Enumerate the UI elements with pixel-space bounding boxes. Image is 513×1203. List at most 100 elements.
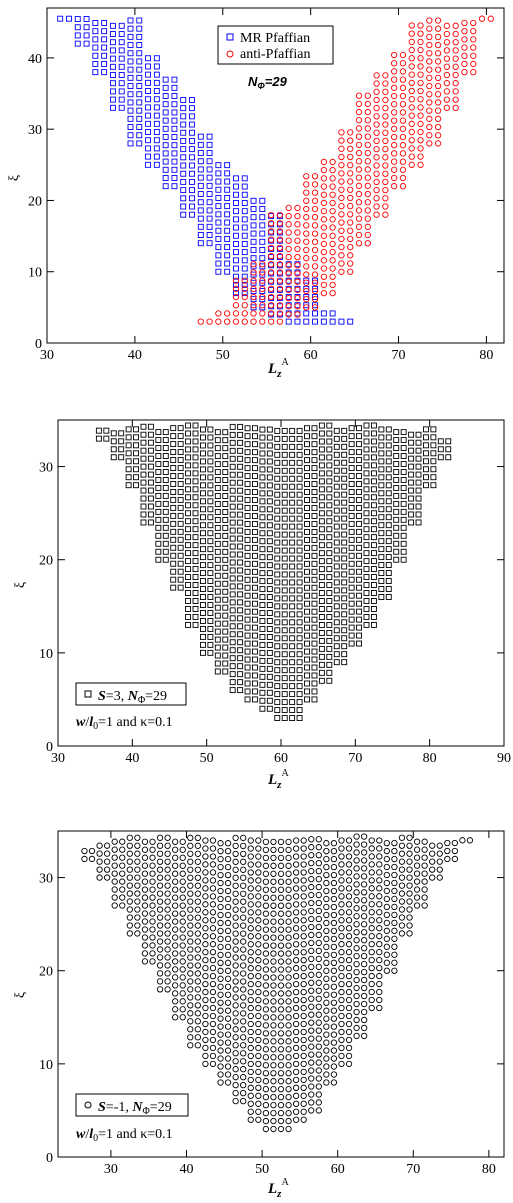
data-point <box>320 318 327 325</box>
data-point <box>363 534 370 541</box>
data-point <box>470 60 477 68</box>
data-point <box>356 536 362 543</box>
data-point <box>244 688 251 695</box>
data-point <box>277 1046 285 1053</box>
data-point <box>134 914 141 921</box>
data-point <box>318 446 325 453</box>
panel-1-x-ticks: 30 40 50 60 70 80 <box>40 8 493 363</box>
panel-3-annotation-params: w/l0=1 and κ=0.1 <box>76 1127 173 1144</box>
data-point <box>134 882 141 889</box>
data-point <box>155 429 162 436</box>
data-point <box>292 1116 300 1123</box>
data-point <box>140 495 147 502</box>
data-point <box>300 1076 307 1084</box>
data-point <box>304 664 310 671</box>
data-point <box>240 898 247 905</box>
data-point <box>270 870 277 877</box>
data-point <box>224 911 232 919</box>
data-point <box>277 958 285 965</box>
data-point <box>259 538 266 545</box>
data-point <box>323 983 330 990</box>
data-point <box>237 487 244 494</box>
data-point <box>147 439 154 446</box>
data-point <box>266 490 273 497</box>
data-point <box>390 183 398 190</box>
data-point <box>329 175 336 182</box>
data-point <box>408 511 415 518</box>
data-point <box>215 268 222 275</box>
data-point <box>300 996 307 1004</box>
data-point <box>415 503 422 510</box>
data-point <box>241 199 248 206</box>
data-point <box>259 197 266 204</box>
data-point <box>232 986 239 993</box>
data-point <box>361 897 368 904</box>
data-point <box>382 104 389 112</box>
data-point <box>364 190 371 198</box>
data-point <box>406 866 413 873</box>
data-point <box>429 866 436 873</box>
data-point <box>118 72 125 78</box>
data-point <box>199 466 206 473</box>
data-point <box>214 620 221 627</box>
data-point <box>171 117 178 124</box>
data-point <box>355 182 363 189</box>
data-point <box>202 845 209 852</box>
data-point <box>207 522 214 529</box>
data-point <box>370 422 377 429</box>
data-point <box>88 847 96 855</box>
data-point <box>224 887 232 895</box>
data-point <box>364 141 371 149</box>
data-point <box>224 935 232 943</box>
data-point <box>361 1016 368 1024</box>
data-point <box>281 579 288 586</box>
data-point <box>292 988 300 996</box>
data-point <box>338 178 345 185</box>
data-point <box>311 271 319 278</box>
data-point <box>153 129 160 135</box>
data-point <box>199 570 206 577</box>
data-point <box>311 624 318 631</box>
data-point <box>323 1007 330 1014</box>
data-point <box>155 469 162 475</box>
data-point <box>408 145 415 152</box>
data-point <box>308 947 315 955</box>
data-point <box>214 628 221 635</box>
data-point <box>470 52 477 59</box>
data-point <box>233 273 239 280</box>
data-point <box>281 587 288 594</box>
data-point <box>348 624 355 631</box>
data-point <box>202 1044 209 1052</box>
data-point <box>92 69 99 76</box>
data-point <box>119 894 126 901</box>
data-point <box>250 285 257 292</box>
data-point <box>285 262 292 269</box>
data-point <box>329 273 336 280</box>
data-point <box>244 576 251 583</box>
data-point <box>241 175 248 182</box>
data-point <box>370 462 377 469</box>
data-point <box>162 469 169 475</box>
data-point <box>274 675 281 682</box>
data-point <box>390 142 398 149</box>
data-point <box>345 1004 353 1012</box>
data-point <box>229 599 236 606</box>
data-point <box>417 104 424 111</box>
data-point <box>333 643 340 650</box>
data-point <box>303 222 310 229</box>
data-point <box>262 958 270 965</box>
data-point <box>303 181 310 188</box>
data-point <box>363 478 370 485</box>
data-point <box>217 1047 224 1054</box>
data-point <box>262 1086 270 1093</box>
data-point <box>368 861 375 868</box>
data-point <box>315 860 322 867</box>
data-point <box>233 249 239 256</box>
data-point <box>376 917 383 924</box>
data-point <box>364 125 371 132</box>
data-point <box>376 948 383 956</box>
data-point <box>153 55 160 62</box>
data-point <box>244 528 251 535</box>
data-point <box>222 516 229 523</box>
data-point <box>192 430 199 437</box>
